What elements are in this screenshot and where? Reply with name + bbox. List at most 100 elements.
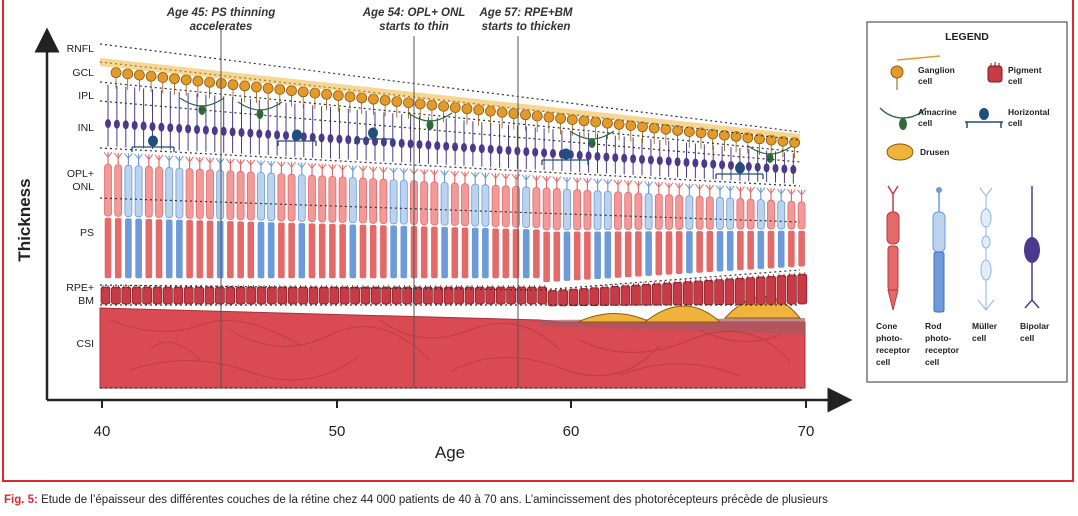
- bipolar-cell: [300, 104, 307, 158]
- amacrine-cell: [747, 145, 793, 163]
- legend-title: LEGEND: [945, 31, 989, 43]
- bipolar-cell: [630, 137, 637, 175]
- rod-cell: [164, 155, 174, 279]
- rpe-cell: [672, 280, 683, 306]
- bipolar-cell: [532, 127, 539, 170]
- rpe-cell: [610, 284, 620, 306]
- rpe-cell: [350, 285, 360, 305]
- rpe-cell: [745, 275, 756, 305]
- rpe-cell: [402, 285, 412, 305]
- ganglion-cell: [356, 92, 368, 114]
- layer-label-inl: INL: [78, 122, 95, 134]
- rpe-cell: [423, 285, 433, 305]
- bipolar-cell: [238, 98, 245, 154]
- rpe-cell: [163, 285, 173, 305]
- annotation-age54-line1: Age 54: OPL+ ONL: [362, 7, 466, 19]
- cone-cell: [491, 172, 500, 279]
- ganglion-cell: [578, 115, 590, 137]
- cone-cell: [532, 175, 541, 279]
- cone-cell: [307, 162, 317, 279]
- ganglion-cell: [344, 91, 356, 113]
- cone-cell: [552, 176, 562, 282]
- layer-label-gcl: GCL: [72, 67, 94, 79]
- cone-cell: [236, 159, 245, 279]
- rod-cell: [562, 176, 572, 281]
- bipolar-cell: [639, 138, 645, 176]
- cone-cell: [674, 182, 684, 274]
- horizontal-cell: [277, 129, 317, 146]
- annotation-age45-line2: accelerates: [190, 21, 253, 33]
- annotation-age45-line1: Age 45: PS thinning: [166, 7, 276, 19]
- bipolar-cell: [550, 129, 556, 171]
- legend-rod-l1: Rod: [925, 321, 942, 331]
- bipolar-cell: [469, 121, 476, 167]
- rpe-cell: [412, 285, 423, 305]
- bipolar-cell: [167, 91, 174, 150]
- layer-label-opl-onl-2: ONL: [72, 181, 94, 193]
- rpe-cell: [443, 285, 454, 305]
- bipolar-cell: [461, 120, 467, 166]
- ganglion-cell: [192, 75, 204, 98]
- bipolar-cell: [416, 115, 423, 164]
- legend-cone-l2: photo-: [876, 333, 903, 343]
- ganglion-cell: [789, 137, 800, 159]
- rpe-cell: [568, 287, 579, 307]
- bipolar-cell-icon: [1024, 186, 1040, 309]
- rod-cell: [440, 170, 449, 279]
- bipolar-cell: [274, 101, 281, 156]
- bipolar-cell: [318, 106, 325, 159]
- ganglion-cell: [309, 87, 321, 110]
- bipolar-cell: [612, 135, 619, 174]
- rpe-cell: [620, 283, 631, 306]
- bipolar-cell: [452, 119, 459, 166]
- rpe-cell: [454, 285, 464, 305]
- ganglion-cell: [625, 120, 637, 142]
- rpe-cell: [277, 285, 288, 305]
- bipolar-cell: [505, 124, 512, 169]
- rpe-cell: [267, 285, 277, 305]
- ganglion-cell: [180, 74, 192, 96]
- amacrine-cell: [179, 97, 225, 115]
- bipolar-cell: [211, 95, 218, 153]
- rod-cell: [756, 187, 766, 269]
- rpe-cell: [755, 274, 766, 305]
- bipolar-cell: [354, 109, 361, 160]
- cone-cell: [379, 166, 388, 279]
- rpe-cell: [495, 285, 506, 305]
- legend-box: [866, 21, 1068, 383]
- bipolar-cell: [621, 136, 628, 175]
- bipolar-cell: [745, 148, 752, 182]
- legend-bipolar-l1: Bipolar: [1020, 321, 1050, 331]
- legend: LEGEND Ganglion cell Pigment cell Amacri…: [866, 21, 1068, 383]
- rpe-cell: [506, 285, 516, 305]
- rod-cell: [389, 167, 398, 279]
- horizontal-cell-icon: [965, 108, 1003, 128]
- ganglion-cell: [414, 98, 426, 120]
- layer-label-ps: PS: [80, 227, 94, 239]
- legend-ganglion-l2: cell: [918, 76, 932, 86]
- cone-cell: [613, 179, 623, 278]
- rpe-cell: [121, 285, 132, 305]
- cone-cell: [634, 180, 643, 277]
- layer-label-opl-onl-1: OPL+: [67, 168, 94, 180]
- annotation-age54-line2: starts to thin: [379, 21, 449, 33]
- layer-label-rpe-bm-2: BM: [78, 295, 94, 307]
- ganglion-cell: [707, 128, 719, 151]
- bipolar-cell: [229, 97, 236, 154]
- bipolar-cell: [434, 117, 441, 165]
- legend-rod-l3: receptor: [925, 345, 960, 355]
- drusen-deposits: [577, 296, 802, 323]
- rpe-cell: [215, 285, 225, 305]
- ganglion-cell: [262, 82, 274, 105]
- rpe-cell: [735, 276, 745, 305]
- cone-cell: [317, 163, 327, 279]
- cone-cell: [154, 154, 164, 279]
- y-axis-title: Thickness: [15, 178, 34, 261]
- ganglion-cell: [157, 72, 169, 94]
- cone-cell: [205, 157, 215, 279]
- bipolar-cell: [692, 143, 699, 179]
- cone-cell: [766, 187, 776, 269]
- rod-cell: [593, 178, 602, 280]
- cone-cell: [460, 171, 470, 279]
- bipolar-cells: [105, 84, 797, 184]
